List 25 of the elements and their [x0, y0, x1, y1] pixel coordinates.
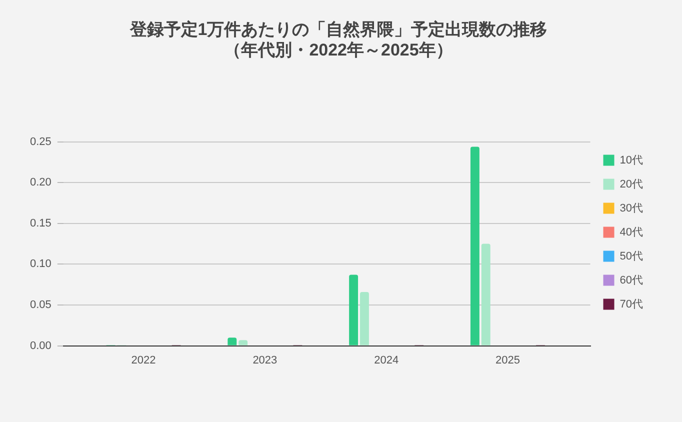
- y-tick-label: 0.00: [30, 340, 52, 352]
- x-tick-label: 2025: [495, 354, 520, 366]
- y-tick-label: 0.05: [30, 299, 52, 312]
- y-tick-label: 0.25: [30, 136, 52, 148]
- legend-label: 10代: [620, 154, 644, 166]
- chart-subtitle: （年代別・2022年～2025年）: [224, 40, 453, 60]
- bar: [238, 340, 248, 346]
- x-tick-label: 2024: [374, 354, 399, 366]
- legend-label: 40代: [620, 226, 644, 238]
- bar: [349, 274, 358, 346]
- y-tick-label: 0.15: [30, 217, 52, 230]
- x-tick-label: 2022: [131, 354, 156, 366]
- y-tick-label: 0.20: [30, 176, 52, 189]
- bar: [481, 244, 490, 346]
- x-tick-label: 2023: [252, 354, 278, 366]
- legend-label: 20代: [620, 178, 644, 190]
- bar: [228, 338, 237, 346]
- bar: [360, 292, 369, 346]
- bar: [470, 146, 480, 346]
- legend-label: 60代: [620, 274, 644, 286]
- y-tick-label: 0.10: [30, 258, 52, 270]
- legend-label: 70代: [620, 298, 644, 310]
- legend-label: 50代: [620, 250, 644, 262]
- chart-title: 登録予定1万件あたりの「自然界隈」予定出現数の推移: [128, 20, 548, 39]
- legend-label: 30代: [620, 202, 644, 214]
